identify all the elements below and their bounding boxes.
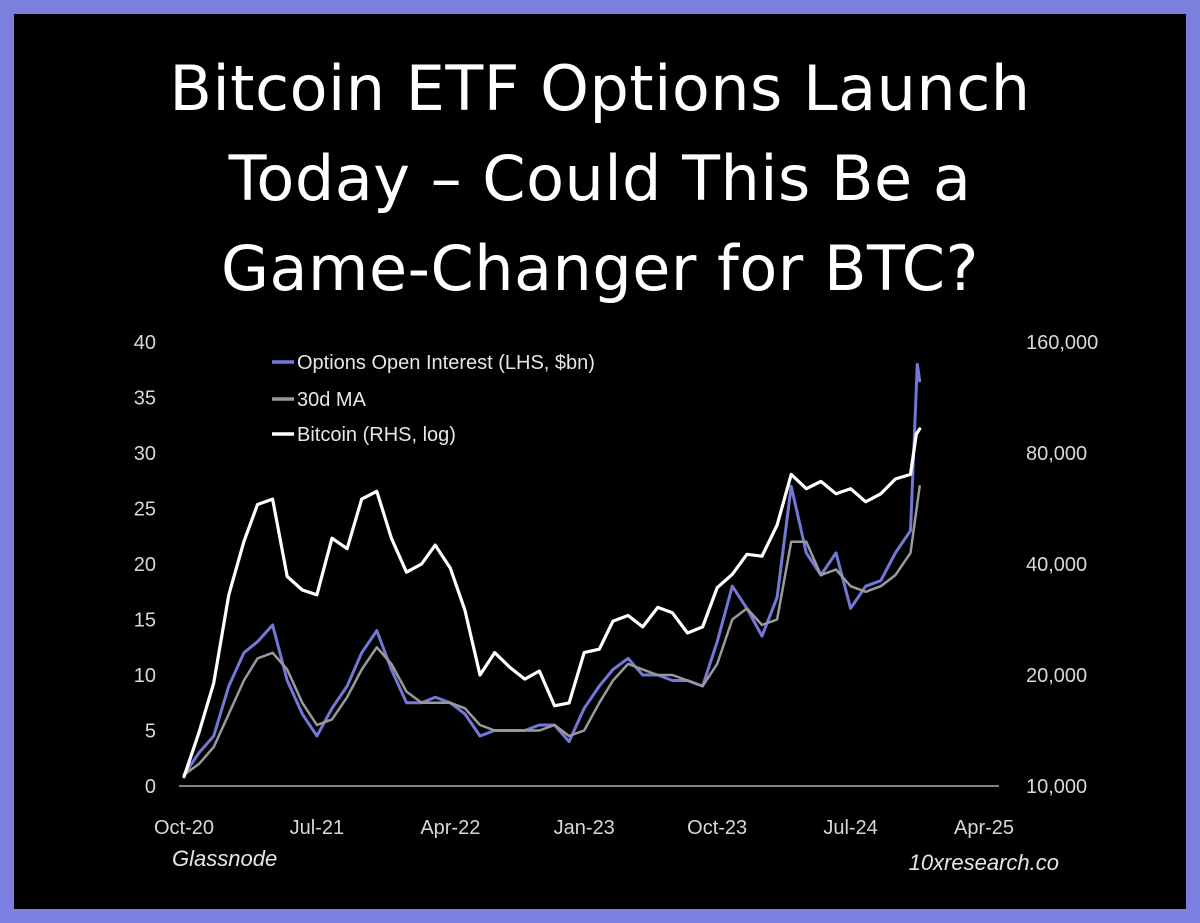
y-left-tick-label: 40 (134, 332, 156, 354)
x-ticks: Oct-20 Jul-21 Apr-22 Jan-23 Oct-23 Jul-24 Apr-… (154, 817, 1014, 839)
x-tick-label: Oct-23 (687, 817, 747, 839)
chart-title: Bitcoin ETF Options Launch Today – Could… (14, 44, 1186, 314)
y-right-ticks: 10,000 20,000 40,000 80,000 160,000 (1026, 332, 1098, 798)
y-left-tick-label: 5 (145, 721, 156, 743)
y-right-tick-label: 20,000 (1026, 665, 1087, 687)
source-right: 10xresearch.co (909, 850, 1059, 875)
x-tick-label: Jul-21 (290, 817, 344, 839)
x-tick-label: Jul-24 (823, 817, 877, 839)
y-right-tick-label: 160,000 (1026, 332, 1098, 354)
series-layer (182, 362, 922, 779)
series-line-bitcoin (182, 427, 922, 779)
y-left-ticks: 0 5 10 15 20 25 30 35 40 (134, 332, 156, 798)
series-line-30d-ma (182, 485, 921, 777)
source-left: Glassnode (172, 846, 277, 871)
y-right-tick-label: 80,000 (1026, 443, 1087, 465)
y-left-tick-label: 15 (134, 610, 156, 632)
y-left-tick-label: 10 (134, 665, 156, 687)
x-tick-label: Apr-22 (420, 817, 480, 839)
x-tick-label: Oct-20 (154, 817, 214, 839)
y-left-tick-label: 30 (134, 443, 156, 465)
legend-label-oi: Options Open Interest (LHS, $bn) (297, 352, 595, 374)
y-left-tick-label: 25 (134, 499, 156, 521)
series-line-options-oi (182, 362, 922, 777)
x-tick-label: Jan-23 (554, 817, 615, 839)
y-right-tick-label: 40,000 (1026, 554, 1087, 576)
x-tick-label: Apr-25 (954, 817, 1014, 839)
legend-label-ma: 30d MA (297, 389, 367, 411)
y-left-tick-label: 20 (134, 554, 156, 576)
title-line-1: Bitcoin ETF Options Launch (169, 52, 1031, 125)
chart-frame: Bitcoin ETF Options Launch Today – Could… (14, 14, 1186, 909)
title-line-3: Game-Changer for BTC? (221, 232, 979, 305)
title-line-2: Today – Could This Be a (228, 142, 972, 215)
legend: Options Open Interest (LHS, $bn) 30d MA … (272, 352, 595, 446)
y-right-tick-label: 10,000 (1026, 776, 1087, 798)
line-chart: 0 5 10 15 20 25 30 35 40 10,000 20,000 40,000 80,00… (134, 332, 1099, 875)
legend-label-btc: Bitcoin (RHS, log) (297, 424, 456, 446)
y-left-tick-label: 0 (145, 776, 156, 798)
y-left-tick-label: 35 (134, 388, 156, 410)
